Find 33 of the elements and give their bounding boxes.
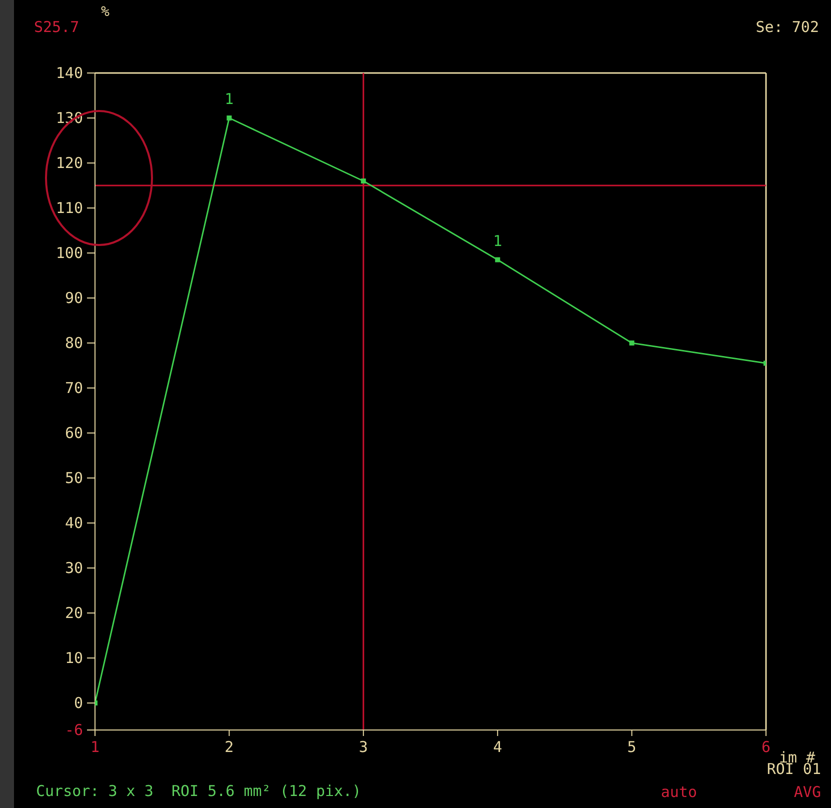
text: Cursor: 3 x 3 ROI 5.6 mm² (12 pix.) bbox=[36, 782, 362, 800]
y-tick-label: 100 bbox=[56, 244, 83, 262]
y-tick-label: -6 bbox=[64, 721, 83, 739]
annotation: 1 bbox=[224, 90, 234, 108]
point bbox=[360, 178, 366, 184]
y-tick-label: 0 bbox=[74, 694, 83, 712]
point bbox=[629, 340, 634, 346]
text: Se: 702 bbox=[756, 18, 819, 36]
y-tick-label: 10 bbox=[64, 649, 83, 667]
x-tick-label: 4 bbox=[493, 738, 502, 756]
y-axis-title: % bbox=[101, 4, 110, 20]
y-tick-label: 90 bbox=[64, 289, 83, 307]
text: S25.7 bbox=[34, 18, 80, 36]
y-tick-label: 110 bbox=[56, 199, 83, 217]
y-tick-label: 70 bbox=[64, 379, 83, 397]
x-tick-label: 2 bbox=[224, 738, 234, 756]
text: auto bbox=[660, 783, 697, 801]
y-tick-label: 60 bbox=[64, 424, 83, 442]
y-tick-label: 120 bbox=[56, 154, 83, 172]
y-tick-label: 140 bbox=[56, 64, 83, 82]
y-tick-label: 50 bbox=[64, 469, 83, 487]
annotation: 1 bbox=[493, 232, 502, 250]
y-tick-label: 40 bbox=[64, 514, 83, 532]
y-tick-label: 80 bbox=[64, 334, 83, 352]
y-tick-label: 30 bbox=[64, 559, 83, 577]
x-tick-label: 3 bbox=[358, 738, 368, 756]
y-tick-label: 20 bbox=[64, 604, 83, 622]
text: AVG bbox=[794, 783, 821, 801]
x-tick-label: 1 bbox=[90, 738, 100, 756]
point bbox=[226, 116, 232, 120]
x-tick-label: 6 bbox=[761, 738, 771, 756]
point bbox=[495, 257, 500, 262]
x-tick-label: 5 bbox=[627, 738, 636, 756]
